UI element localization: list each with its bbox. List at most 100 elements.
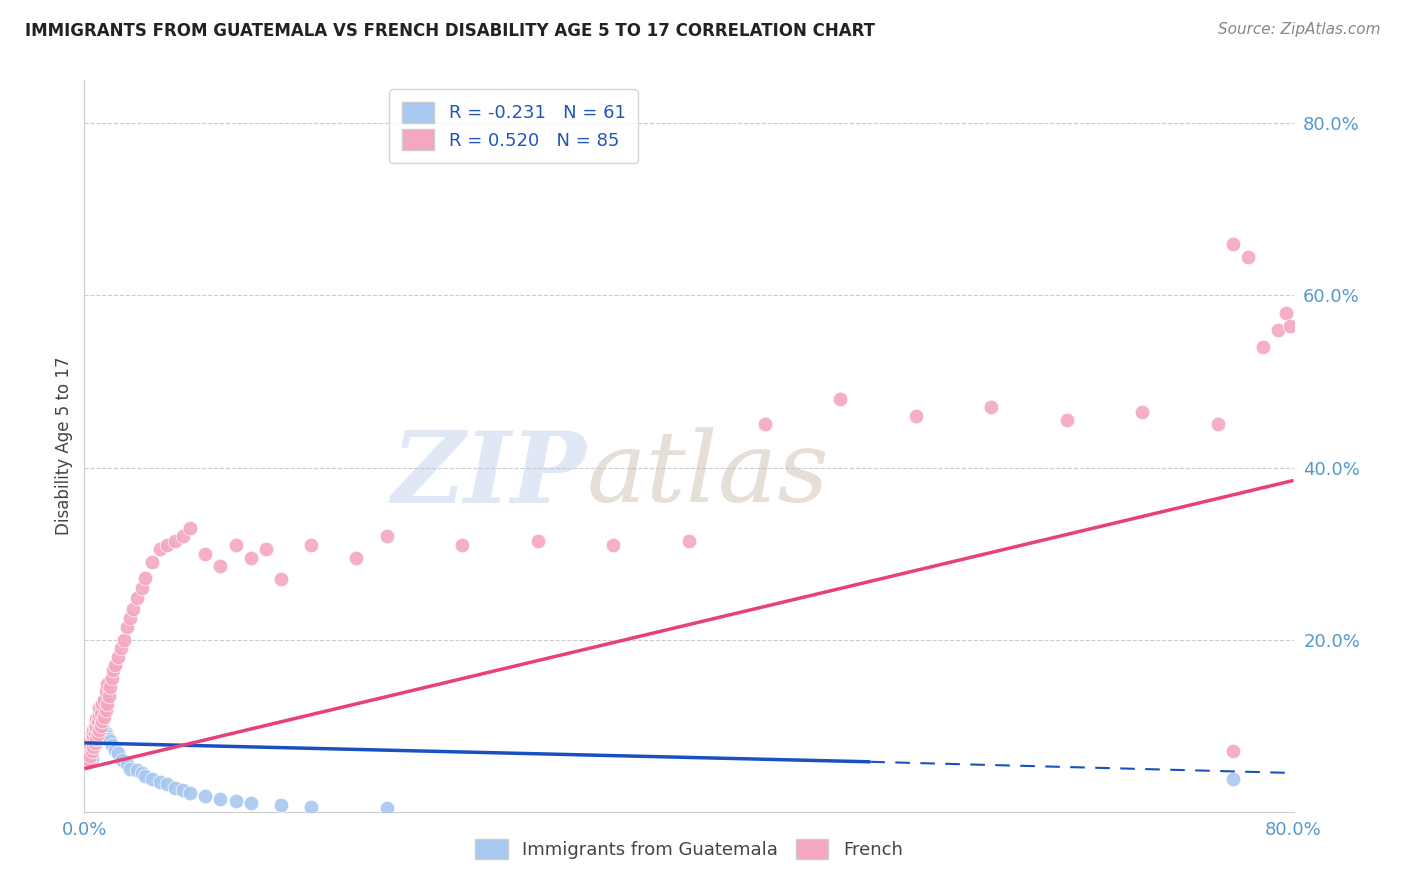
Point bbox=[80, 751, 103, 765]
Point bbox=[77, 740, 100, 755]
Point bbox=[96, 729, 118, 743]
Point bbox=[75, 751, 97, 765]
Point bbox=[87, 729, 110, 743]
Point bbox=[1222, 236, 1244, 251]
Point bbox=[209, 559, 232, 574]
Point bbox=[179, 521, 201, 535]
Legend: Immigrants from Guatemala, French: Immigrants from Guatemala, French bbox=[465, 830, 912, 869]
Point bbox=[84, 736, 107, 750]
Point bbox=[111, 753, 134, 767]
Point bbox=[86, 731, 108, 746]
Point bbox=[141, 772, 163, 786]
Point bbox=[89, 714, 111, 729]
Text: Source: ZipAtlas.com: Source: ZipAtlas.com bbox=[1218, 22, 1381, 37]
Point bbox=[94, 703, 117, 717]
Point bbox=[165, 533, 187, 548]
Point bbox=[134, 768, 156, 782]
Point bbox=[84, 719, 107, 733]
Point bbox=[77, 753, 100, 767]
Point bbox=[165, 780, 187, 795]
Point bbox=[527, 533, 550, 548]
Point bbox=[254, 542, 277, 557]
Point bbox=[156, 777, 179, 791]
Point bbox=[127, 764, 149, 778]
Point bbox=[100, 671, 122, 685]
Point bbox=[80, 734, 103, 748]
Point bbox=[1279, 318, 1302, 333]
Point bbox=[97, 689, 120, 703]
Point bbox=[84, 729, 107, 743]
Point bbox=[86, 725, 108, 739]
Point bbox=[77, 743, 100, 757]
Point bbox=[375, 529, 398, 543]
Point bbox=[76, 746, 98, 760]
Point bbox=[194, 789, 217, 804]
Point bbox=[84, 723, 107, 737]
Point bbox=[100, 738, 122, 752]
Point bbox=[94, 684, 117, 698]
Text: IMMIGRANTS FROM GUATEMALA VS FRENCH DISABILITY AGE 5 TO 17 CORRELATION CHART: IMMIGRANTS FROM GUATEMALA VS FRENCH DISA… bbox=[25, 22, 876, 40]
Point bbox=[141, 555, 163, 569]
Point bbox=[84, 725, 107, 739]
Point bbox=[89, 723, 111, 737]
Point bbox=[91, 697, 114, 711]
Point bbox=[86, 720, 108, 734]
Point bbox=[82, 740, 104, 755]
Point bbox=[299, 538, 322, 552]
Point bbox=[87, 714, 110, 729]
Point bbox=[82, 734, 104, 748]
Point bbox=[82, 723, 104, 737]
Point bbox=[79, 740, 101, 755]
Point bbox=[93, 693, 115, 707]
Point bbox=[89, 723, 111, 737]
Point bbox=[1056, 413, 1078, 427]
Point bbox=[1222, 744, 1244, 758]
Point bbox=[86, 712, 108, 726]
Point bbox=[82, 727, 104, 741]
Point bbox=[904, 409, 927, 423]
Point bbox=[980, 401, 1002, 415]
Point bbox=[77, 743, 100, 757]
Point bbox=[77, 736, 100, 750]
Point bbox=[75, 755, 97, 769]
Point bbox=[1275, 305, 1298, 319]
Point bbox=[209, 792, 232, 806]
Point bbox=[118, 762, 141, 776]
Point bbox=[76, 740, 98, 755]
Point bbox=[110, 641, 132, 656]
Point bbox=[89, 701, 111, 715]
Point bbox=[75, 746, 97, 760]
Point bbox=[86, 731, 108, 746]
Point bbox=[79, 738, 101, 752]
Point bbox=[194, 547, 217, 561]
Point bbox=[270, 573, 292, 587]
Point bbox=[299, 799, 322, 814]
Point bbox=[104, 658, 127, 673]
Point bbox=[131, 581, 153, 595]
Point bbox=[90, 706, 112, 720]
Point bbox=[76, 755, 98, 769]
Point bbox=[156, 538, 179, 552]
Point bbox=[107, 746, 129, 760]
Point bbox=[239, 550, 262, 565]
Point bbox=[678, 533, 700, 548]
Point bbox=[754, 417, 776, 432]
Point bbox=[87, 727, 110, 741]
Point bbox=[82, 740, 104, 755]
Point bbox=[149, 542, 172, 557]
Point bbox=[90, 719, 112, 733]
Point bbox=[76, 744, 98, 758]
Point bbox=[79, 736, 101, 750]
Point bbox=[375, 801, 398, 815]
Point bbox=[91, 714, 114, 729]
Point bbox=[90, 717, 112, 731]
Point bbox=[225, 794, 247, 808]
Point bbox=[96, 677, 118, 691]
Text: ZIP: ZIP bbox=[391, 427, 586, 524]
Point bbox=[179, 786, 201, 800]
Text: atlas: atlas bbox=[586, 427, 830, 523]
Point bbox=[121, 602, 143, 616]
Point bbox=[1222, 772, 1244, 786]
Point bbox=[80, 731, 103, 746]
Point bbox=[346, 550, 368, 565]
